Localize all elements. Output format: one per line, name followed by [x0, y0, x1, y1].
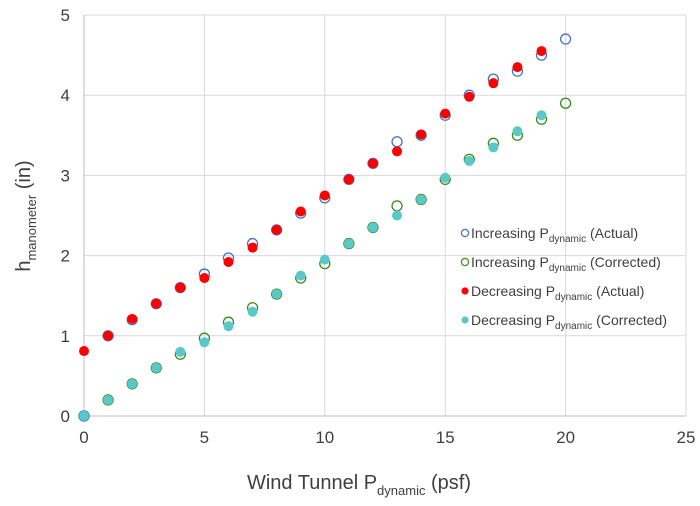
- legend-label: Increasing Pdynamic (Actual): [471, 225, 638, 245]
- data-point-series-4: [536, 110, 547, 121]
- data-point-series-2: [559, 97, 572, 109]
- legend-item-1: Increasing Pdynamic (Actual): [460, 225, 638, 245]
- y-axis-title-subscript: manometer: [24, 194, 39, 260]
- y-tick-label: 0: [61, 407, 70, 426]
- legend-item-2: Increasing Pdynamic (Corrected): [460, 254, 661, 274]
- data-point-series-3: [103, 330, 114, 341]
- gridlines: [84, 14, 687, 416]
- data-point-series-3: [440, 108, 451, 119]
- legend-item-3: Decreasing Pdynamic (Actual): [461, 283, 644, 303]
- legend-marker: [460, 257, 470, 267]
- data-point-series-4: [175, 346, 186, 357]
- data-point-series-3: [319, 190, 330, 201]
- legend-label: Decreasing Pdynamic (Corrected): [471, 312, 667, 332]
- data-point-series-4: [247, 306, 258, 317]
- data-point-series-4: [367, 222, 378, 233]
- y-tick-label: 1: [61, 327, 70, 346]
- legend-item-4: Decreasing Pdynamic (Corrected): [461, 312, 667, 332]
- data-point-series-4: [512, 126, 523, 137]
- y-axis-title-units: (in): [13, 160, 35, 194]
- data-point-series-3: [536, 46, 547, 57]
- axes: [83, 15, 686, 417]
- legend-marker: [461, 316, 469, 324]
- tick-labels: 0 5 10 15 20 25 0 1 2 3 4 5: [61, 6, 696, 447]
- data-point-series-3: [199, 273, 210, 284]
- data-point-series-3: [151, 298, 162, 309]
- data-point-series-1: [559, 33, 572, 45]
- data-point-series-4: [271, 289, 282, 300]
- y-axis-title-main: h: [13, 261, 35, 272]
- x-axis-title: Wind Tunnel Pdynamic (psf): [247, 472, 471, 498]
- x-axis-title-subscript: dynamic: [377, 483, 426, 498]
- data-points: [78, 33, 572, 422]
- data-point-series-1: [391, 136, 403, 148]
- data-point-series-3: [392, 146, 403, 157]
- data-point-series-3: [295, 206, 306, 217]
- x-axis-title-units: (psf): [425, 472, 471, 494]
- data-point-series-4: [127, 378, 138, 389]
- legend-marker: [460, 228, 470, 238]
- data-point-series-4: [199, 337, 210, 348]
- x-tick-label: 10: [315, 428, 334, 447]
- data-point-series-3: [488, 78, 499, 89]
- data-point-series-4: [464, 155, 475, 166]
- data-point-series-3: [247, 242, 258, 253]
- data-point-series-4: [416, 194, 427, 205]
- y-axis-title: hmanometer (in): [13, 160, 39, 271]
- data-point-series-3: [223, 257, 234, 268]
- data-point-series-4: [295, 270, 306, 281]
- data-point-series-4: [440, 172, 451, 183]
- x-tick-label: 25: [677, 428, 696, 447]
- data-point-series-4: [343, 238, 354, 249]
- data-point-series-3: [127, 313, 138, 324]
- data-point-series-3: [416, 129, 427, 140]
- data-point-series-4: [392, 210, 403, 221]
- data-point-series-3: [367, 158, 378, 169]
- data-point-series-3: [271, 224, 282, 235]
- data-point-series-4: [103, 394, 114, 405]
- data-point-series-3: [512, 62, 523, 73]
- legend: Increasing Pdynamic (Actual) Increasing P…: [460, 225, 667, 332]
- x-tick-label: 5: [200, 428, 209, 447]
- data-point-series-4: [151, 362, 162, 373]
- data-point-series-4: [319, 254, 330, 265]
- y-tick-label: 4: [61, 86, 70, 105]
- data-point-series-4: [79, 411, 89, 421]
- data-point-series-3: [464, 91, 475, 102]
- data-point-series-4: [488, 142, 499, 153]
- x-tick-label: 20: [556, 428, 575, 447]
- data-point-series-3: [79, 346, 89, 357]
- x-axis-title-main: Wind Tunnel P: [247, 472, 377, 494]
- legend-label: Decreasing Pdynamic (Actual): [471, 283, 644, 303]
- y-tick-label: 3: [61, 166, 70, 185]
- data-point-series-4: [223, 321, 234, 332]
- legend-marker: [461, 287, 469, 295]
- data-point-series-2: [391, 200, 403, 212]
- data-point-series-3: [175, 282, 186, 293]
- legend-label: Increasing Pdynamic (Corrected): [471, 254, 661, 274]
- y-tick-label: 2: [61, 247, 70, 266]
- x-tick-label: 0: [79, 428, 88, 447]
- data-point-series-3: [343, 174, 354, 185]
- y-tick-label: 5: [61, 6, 70, 25]
- x-tick-label: 15: [436, 428, 455, 447]
